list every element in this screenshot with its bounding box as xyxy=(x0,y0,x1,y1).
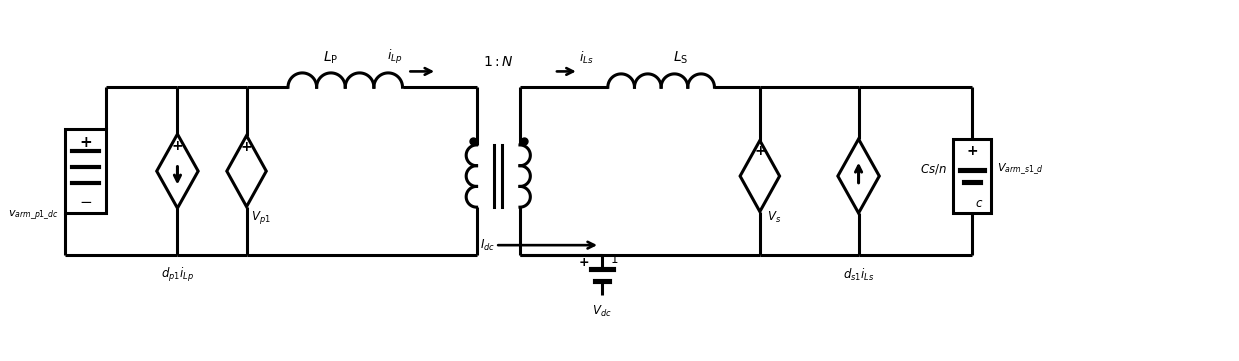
Text: $V_{arm\_s1\_d}$: $V_{arm\_s1\_d}$ xyxy=(996,161,1043,177)
Text: $d_{s1}i_{Ls}$: $d_{s1}i_{Ls}$ xyxy=(843,267,875,283)
Text: $1$: $1$ xyxy=(610,253,618,266)
Text: $I_{dc}$: $I_{dc}$ xyxy=(481,238,496,253)
Text: +: + xyxy=(966,144,978,158)
Text: +: + xyxy=(755,144,766,158)
Text: $V_{p1}$: $V_{p1}$ xyxy=(252,209,271,226)
Text: +: + xyxy=(172,139,183,153)
Text: $V_s$: $V_s$ xyxy=(767,210,781,225)
Text: $c$: $c$ xyxy=(975,197,984,210)
Text: $-$: $-$ xyxy=(79,193,92,208)
Text: +: + xyxy=(240,140,253,155)
Bar xyxy=(953,139,991,213)
Text: $v_{arm\_p1\_dc}$: $v_{arm\_p1\_dc}$ xyxy=(9,209,59,222)
Text: +: + xyxy=(579,256,590,269)
Text: $1:N$: $1:N$ xyxy=(483,56,514,69)
Text: +: + xyxy=(79,135,92,149)
Text: $V_{dc}$: $V_{dc}$ xyxy=(592,304,612,319)
Text: $L_{\mathrm{P}}$: $L_{\mathrm{P}}$ xyxy=(323,49,338,65)
Text: $Cs/n$: $Cs/n$ xyxy=(921,162,948,176)
Text: $d_{p1}i_{Lp}$: $d_{p1}i_{Lp}$ xyxy=(161,266,195,284)
Text: $L_{\mathrm{S}}$: $L_{\mathrm{S}}$ xyxy=(673,49,689,65)
Bar xyxy=(64,129,107,213)
Text: $i_{Lp}$: $i_{Lp}$ xyxy=(387,48,403,65)
Text: $i_{Ls}$: $i_{Ls}$ xyxy=(579,49,593,65)
